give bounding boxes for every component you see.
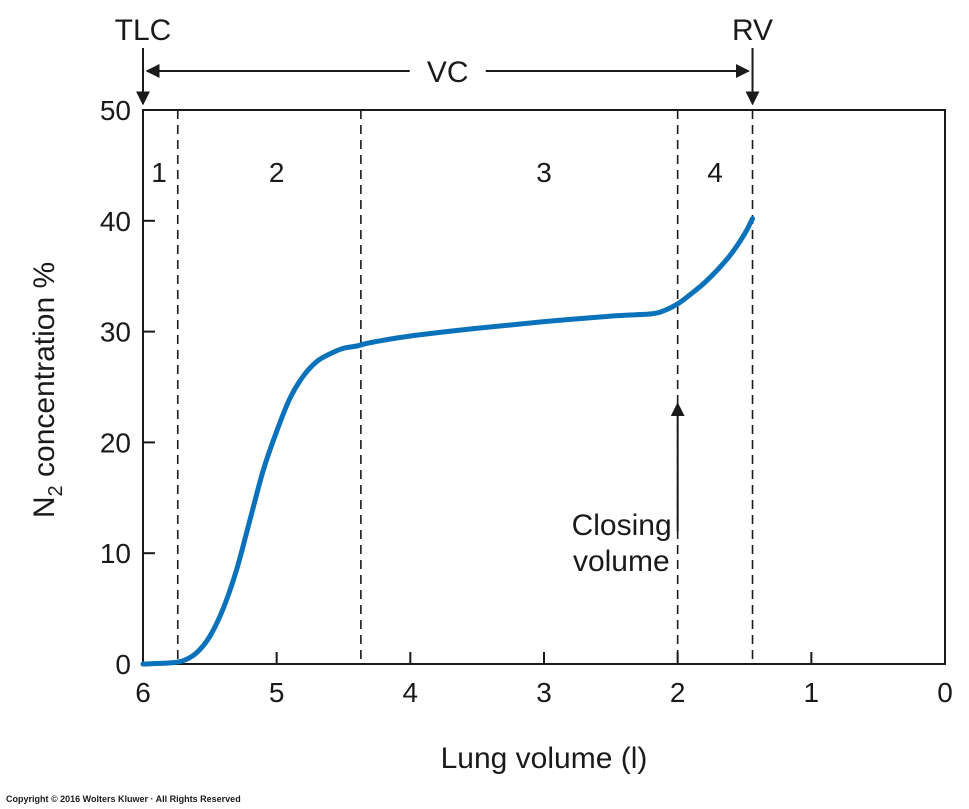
y-axis-label-subscript: 2 <box>45 485 67 496</box>
phase-label: 2 <box>269 157 285 188</box>
x-axis-ticks: 6 5 4 3 2 1 0 <box>135 652 953 708</box>
x-axis-label: Lung volume (l) <box>441 742 648 775</box>
y-tick-label: 10 <box>100 538 131 569</box>
closing-volume-annotation: Closing volume <box>572 402 685 578</box>
y-tick-label: 40 <box>100 206 131 237</box>
y-axis-ticks: 0 10 20 30 40 50 <box>100 95 155 680</box>
phase-labels: 1 2 3 4 <box>151 157 723 188</box>
closing-volume-label-line1: Closing <box>572 509 672 542</box>
phase-label: 3 <box>536 157 552 188</box>
y-tick-label: 30 <box>100 317 131 348</box>
volume-markers: TLC RV VC <box>115 14 773 106</box>
x-tick-label: 1 <box>804 677 820 708</box>
phase-label: 1 <box>151 157 167 188</box>
closing-volume-label-line2: volume <box>573 545 670 578</box>
y-tick-label: 0 <box>115 649 131 680</box>
x-tick-label: 2 <box>670 677 686 708</box>
x-tick-label: 5 <box>269 677 285 708</box>
vc-label: VC <box>427 56 469 89</box>
y-tick-label: 20 <box>100 427 131 458</box>
tlc-label: TLC <box>115 14 172 47</box>
x-tick-label: 4 <box>403 677 419 708</box>
x-tick-label: 6 <box>135 677 151 708</box>
y-tick-label: 50 <box>100 95 131 126</box>
phase-label: 4 <box>707 157 723 188</box>
phase-boundaries <box>176 110 754 664</box>
plot-frame <box>142 109 946 665</box>
rv-label: RV <box>732 14 773 47</box>
x-tick-label: 0 <box>937 677 953 708</box>
x-tick-label: 3 <box>536 677 552 708</box>
y-axis-label: N2 concentration % <box>28 262 67 518</box>
copyright-notice: Copyright © 2016 Wolters Kluwer · All Ri… <box>6 794 241 804</box>
n2-concentration-curve <box>140 216 756 667</box>
